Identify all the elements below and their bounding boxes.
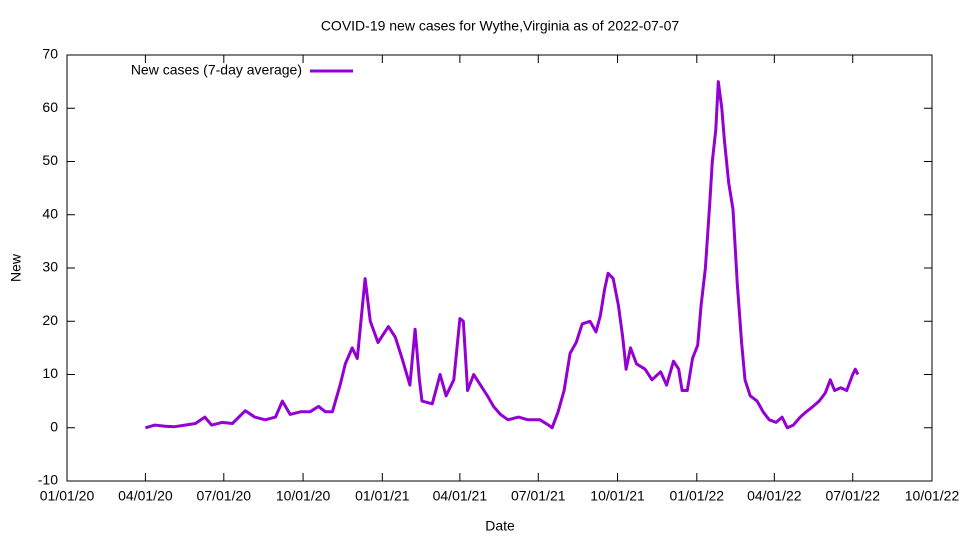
y-tick-label: 70 <box>42 46 58 62</box>
chart-title: COVID-19 new cases for Wythe,Virginia as… <box>321 18 680 34</box>
y-tick-label: 0 <box>50 418 58 434</box>
y-tick-label: -10 <box>38 472 58 488</box>
y-tick-label: 60 <box>42 99 58 115</box>
legend-label: New cases (7-day average) <box>131 62 302 78</box>
x-tick-label: 10/01/20 <box>276 488 331 504</box>
x-tick-label: 10/01/22 <box>905 488 960 504</box>
x-tick-label: 07/01/20 <box>197 488 252 504</box>
y-tick-label: 10 <box>42 365 58 381</box>
x-tick-label: 07/01/21 <box>511 488 566 504</box>
data-line <box>144 80 860 430</box>
x-tick-label: 01/01/22 <box>670 488 725 504</box>
y-axis-label: New <box>8 253 24 282</box>
x-tick-label: 01/01/20 <box>40 488 95 504</box>
y-tick-label: 40 <box>42 205 58 221</box>
x-axis-label: Date <box>485 518 515 534</box>
y-tick-label: 20 <box>42 312 58 328</box>
x-tick-label: 04/01/21 <box>433 488 488 504</box>
x-tick-label: 04/01/22 <box>747 488 802 504</box>
y-tick-label: 30 <box>42 259 58 275</box>
x-tick-label: 10/01/21 <box>590 488 645 504</box>
x-tick-label: 04/01/20 <box>118 488 173 504</box>
x-tick-label: 01/01/21 <box>355 488 410 504</box>
y-tick-label: 50 <box>42 152 58 168</box>
x-tick-label: 07/01/22 <box>825 488 880 504</box>
